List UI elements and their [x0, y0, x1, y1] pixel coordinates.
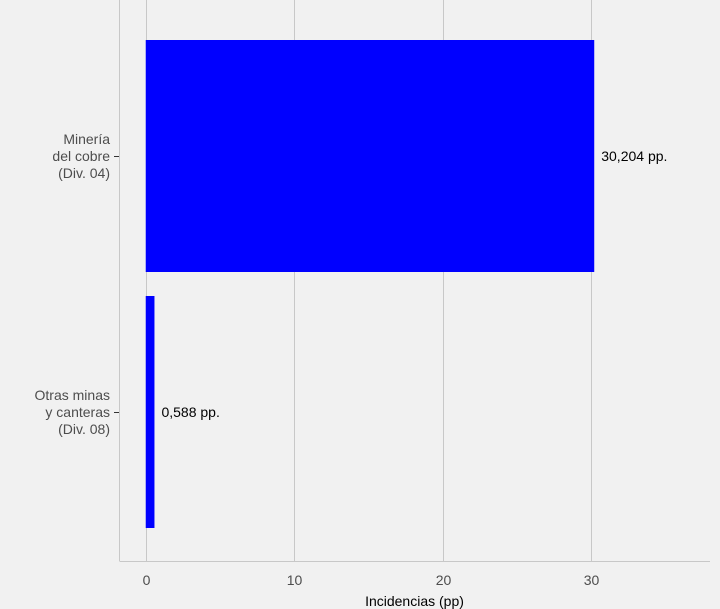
x-tick-label: 30	[584, 572, 600, 588]
y-category-label: Otras minas y canteras (Div. 08)	[35, 387, 110, 437]
data-labels: 30,204 pp. 0,588 pp.	[161, 148, 667, 420]
y-category-label: Minería del cobre (Div. 04)	[52, 131, 110, 181]
bars	[145, 40, 595, 528]
x-axis-ticks: 0 10 20 30	[143, 572, 600, 588]
x-tick-label: 20	[436, 572, 452, 588]
bar-value-label: 0,588 pp.	[161, 404, 219, 420]
x-axis-title: Incidencias (pp)	[365, 593, 464, 609]
y-axis-ticks: Minería del cobre (Div. 04) Otras minas y ca…	[35, 131, 119, 437]
x-tick-label: 10	[287, 572, 303, 588]
bar-value-label: 30,204 pp.	[601, 148, 667, 164]
axes	[119, 0, 710, 562]
x-tick-label: 0	[143, 572, 151, 588]
bar	[145, 296, 155, 528]
bar	[145, 40, 595, 272]
